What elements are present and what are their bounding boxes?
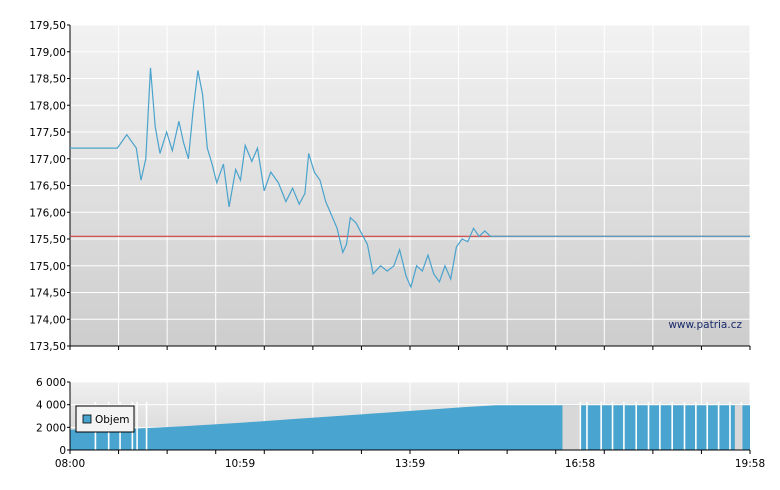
price-x-ticks — [69, 346, 751, 350]
volume-y-tick-label: 0 — [59, 445, 66, 457]
volume-x-axis: 08:00 10:59 13:59 16:58 19:58 — [55, 450, 765, 470]
price-y-tick-label: 173,50 — [29, 341, 66, 353]
volume-gap — [586, 402, 588, 450]
price-y-tick-label: 175,00 — [29, 261, 66, 273]
volume-gap — [611, 402, 614, 450]
volume-x-tick-label: 16:58 — [565, 458, 595, 470]
price-chart-panel: 179,50 179,00 178,50 178,00 177,50 177,00 176,… — [29, 20, 751, 353]
price-y-tick-label: 177,50 — [29, 127, 66, 139]
volume-chart-panel: 6 000 4 000 2 000 0 08:00 10:59 13:59 16:58 19:… — [36, 377, 765, 470]
volume-x-tick-label: 13:59 — [395, 458, 425, 470]
volume-y-tick-label: 4 000 — [36, 400, 66, 412]
volume-x-tick-label: 19:58 — [735, 458, 765, 470]
price-y-tick-label: 178,00 — [29, 100, 66, 112]
volume-legend: Objem — [75, 405, 135, 433]
volume-x-tick-label: 08:00 — [55, 458, 85, 470]
volume-gap — [659, 402, 661, 450]
legend-label: Objem — [95, 414, 130, 426]
volume-gap — [136, 402, 138, 450]
price-grid — [69, 24, 751, 347]
price-y-tick-label: 178,50 — [29, 74, 66, 86]
volume-gap — [717, 402, 720, 450]
price-y-tick-label: 176,50 — [29, 181, 66, 193]
volume-gap — [579, 402, 582, 450]
volume-gap — [600, 402, 602, 450]
price-y-tick-label: 174,00 — [29, 314, 66, 326]
volume-gap — [683, 402, 686, 450]
volume-gap — [623, 402, 625, 450]
legend-swatch — [82, 414, 92, 424]
volume-gap-block — [734, 405, 743, 450]
price-y-tick-label: 174,50 — [29, 288, 66, 300]
price-y-tick-label: 176,00 — [29, 207, 66, 219]
volume-y-tick-label: 6 000 — [36, 377, 66, 389]
volume-gap-block — [562, 405, 580, 450]
volume-gap — [729, 402, 731, 450]
volume-y-axis: 6 000 4 000 2 000 0 — [36, 377, 71, 457]
volume-gap — [671, 402, 673, 450]
volume-gap — [706, 402, 709, 450]
volume-gap — [695, 402, 697, 450]
price-y-tick-label: 179,50 — [29, 20, 66, 32]
price-y-tick-label: 179,00 — [29, 47, 66, 59]
price-y-tick-label: 177,00 — [29, 154, 66, 166]
volume-y-tick-label: 2 000 — [36, 422, 66, 434]
volume-gap — [647, 402, 650, 450]
price-y-tick-label: 175,50 — [29, 234, 66, 246]
price-y-axis: 179,50 179,00 178,50 178,00 177,50 177,00 176,… — [29, 20, 71, 353]
volume-x-tick-label: 10:59 — [225, 458, 255, 470]
volume-gap — [145, 402, 148, 450]
volume-gap — [635, 402, 638, 450]
watermark-text: www.patria.cz — [668, 319, 742, 331]
price-series-line — [70, 67, 750, 290]
